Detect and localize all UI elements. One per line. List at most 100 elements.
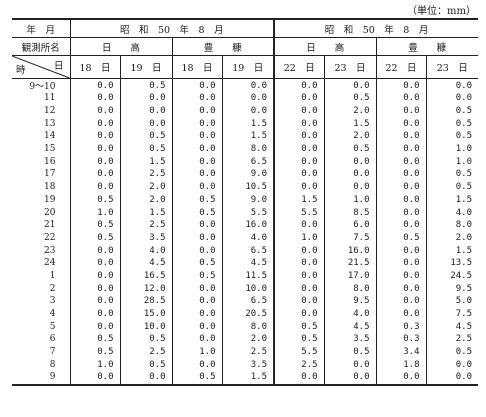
table-row: 4 0.0 15.0 0.0 20.5 0.0 4.0 0.0 7.5	[12, 307, 479, 321]
rainfall-value-cell: 5.5	[221, 206, 275, 219]
station-hidaka-1: 日 高	[69, 37, 172, 56]
rainfall-value-cell: 1.0	[69, 358, 120, 372]
rainfall-value-cell: 1.5	[221, 117, 275, 131]
table-row: 22 0.5 3.5 0.0 4.0 1.0 7.5 0.5 2.0	[12, 231, 479, 245]
hour-cell: 18	[44, 182, 56, 193]
rainfall-value-cell: 1.0	[425, 142, 479, 156]
table-row: 8 1.0 0.5 0.0 3.5 2.5 0.0 1.8 0.0	[12, 358, 479, 372]
table-row: 7 0.5 2.5 1.0 2.5 5.5 0.5 3.4 0.5	[12, 345, 479, 359]
rainfall-value-cell: 0.0	[69, 282, 120, 295]
period-right: 昭 和 50 年 8 月	[273, 18, 479, 38]
rainfall-value-cell: 1.5	[221, 371, 275, 386]
rainfall-value-cell: 7.5	[323, 231, 377, 245]
rainfall-value-cell: 0.0	[69, 256, 120, 270]
rainfall-value-cell: 0.0	[273, 168, 325, 181]
rainfall-value-cell: 0.0	[171, 333, 222, 346]
rainfall-value-cell: 0.5	[425, 180, 479, 194]
table-row: 24 0.0 4.5 0.5 4.5 0.0 21.5 0.0 13.5	[12, 256, 479, 270]
rainfall-value-cell: 0.0	[273, 117, 325, 131]
rainfall-value-cell: 5.5	[273, 345, 325, 359]
rainfall-value-cell: 0.0	[273, 256, 325, 270]
rainfall-value-cell: 0.0	[375, 142, 427, 156]
rainfall-value-cell: 0.3	[375, 333, 427, 346]
rainfall-value-cell: 2.5	[119, 345, 172, 359]
rainfall-value-cell: 0.0	[273, 295, 325, 308]
rainfall-value-cell: 0.0	[273, 244, 325, 257]
rainfall-value-cell: 0.0	[221, 92, 275, 105]
hour-cell: 16	[44, 156, 56, 167]
rainfall-value-cell: 0.0	[323, 78, 377, 92]
rainfall-table: 年 月 昭 和 50 年 8 月 昭 和 50 年 8 月 観測所名 日 高 豊…	[12, 18, 479, 386]
rainfall-value-cell: 2.5	[119, 168, 172, 181]
rainfall-value-cell: 4.0	[323, 307, 377, 321]
rainfall-value-cell: 0.0	[171, 244, 222, 257]
rainfall-value-cell: 0.5	[425, 130, 479, 143]
rainfall-value-cell: 6.5	[221, 295, 275, 308]
period-left: 昭 和 50 年 8 月	[69, 18, 275, 38]
rainfall-value-cell: 0.0	[171, 104, 222, 118]
table-row: 21 0.5 2.5 0.0 16.0 0.0 6.0 0.0 8.0	[12, 218, 479, 232]
rainfall-value-cell: 1.0	[171, 345, 222, 359]
rainfall-value-cell: 0.5	[323, 92, 377, 105]
hour-cell: 15	[44, 144, 56, 155]
rainfall-value-cell: 0.5	[171, 193, 222, 207]
rainfall-value-cell: 2.0	[119, 193, 172, 207]
rainfall-value-cell: 0.0	[273, 180, 325, 194]
rainfall-value-cell: 0.0	[323, 155, 377, 169]
rainfall-value-cell: 13.5	[425, 256, 479, 270]
rainfall-value-cell: 0.0	[119, 371, 172, 386]
rainfall-value-cell: 0.0	[375, 269, 427, 283]
rainfall-value-cell: 0.0	[375, 282, 427, 295]
rainfall-value-cell: 0.0	[425, 78, 479, 92]
rainfall-value-cell: 1.0	[69, 206, 120, 219]
rainfall-value-cell: 2.5	[273, 358, 325, 372]
rainfall-value-cell: 0.5	[69, 218, 120, 232]
rainfall-value-cell: 0.0	[425, 358, 479, 372]
station-toyonuka-2: 豊 糠	[375, 37, 479, 56]
table-row: 11 0.0 0.0 0.0 0.0 0.0 0.5 0.0 0.0	[12, 92, 479, 105]
table-row: 19 0.5 2.0 0.5 9.0 1.5 1.0 0.0 1.5	[12, 193, 479, 207]
rainfall-value-cell: 0.0	[273, 307, 325, 321]
rainfall-value-cell: 2.0	[323, 130, 377, 143]
rainfall-value-cell: 0.5	[119, 333, 172, 346]
station-hidaka-2: 日 高	[273, 37, 377, 56]
rainfall-value-cell: 0.0	[69, 92, 120, 105]
rainfall-value-cell: 20.5	[221, 307, 275, 321]
rainfall-value-cell: 5.5	[273, 206, 325, 219]
rainfall-value-cell: 24.5	[425, 269, 479, 283]
table-row: 9〜10 0.0 0.5 0.0 0.0 0.0 0.0 0.0 0.0	[12, 78, 479, 92]
rainfall-value-cell: 0.0	[273, 78, 325, 92]
rainfall-value-cell: 0.0	[69, 320, 120, 334]
rainfall-value-cell: 0.0	[171, 130, 222, 143]
hour-cell: 19	[44, 194, 56, 205]
rainfall-value-cell: 2.5	[221, 345, 275, 359]
rainfall-value-cell: 6.5	[221, 155, 275, 169]
rainfall-value-cell: 15.0	[119, 307, 172, 321]
rainfall-value-cell: 4.0	[425, 206, 479, 219]
rainfall-value-cell: 0.5	[69, 193, 120, 207]
rainfall-value-cell: 4.0	[119, 244, 172, 257]
rainfall-value-cell: 4.5	[323, 320, 377, 334]
rainfall-value-cell: 0.0	[375, 155, 427, 169]
day-header: 19 日	[221, 55, 275, 79]
rainfall-value-cell: 0.0	[273, 269, 325, 283]
rainfall-value-cell: 0.0	[375, 92, 427, 105]
rainfall-value-cell: 0.0	[221, 104, 275, 118]
day-header: 18 日	[171, 55, 222, 79]
rainfall-value-cell: 1.5	[425, 193, 479, 207]
rainfall-value-cell: 1.5	[221, 130, 275, 143]
rainfall-value-cell: 0.0	[69, 244, 120, 257]
rainfall-value-cell: 0.0	[171, 320, 222, 334]
rainfall-value-cell: 16.5	[119, 269, 172, 283]
rainfall-value-cell: 0.5	[119, 358, 172, 372]
rainfall-value-cell: 1.8	[375, 358, 427, 372]
day-header: 23 日	[425, 55, 479, 79]
rainfall-value-cell: 0.0	[69, 269, 120, 283]
table-row: 15 0.0 0.5 0.0 8.0 0.0 0.5 0.0 1.0	[12, 142, 479, 156]
rainfall-value-cell: 4.5	[221, 256, 275, 270]
rainfall-value-cell: 0.0	[69, 307, 120, 321]
rainfall-value-cell: 1.0	[273, 231, 325, 245]
rainfall-value-cell: 0.5	[119, 78, 172, 92]
rainfall-value-cell: 0.5	[425, 345, 479, 359]
rainfall-value-cell: 0.5	[323, 142, 377, 156]
